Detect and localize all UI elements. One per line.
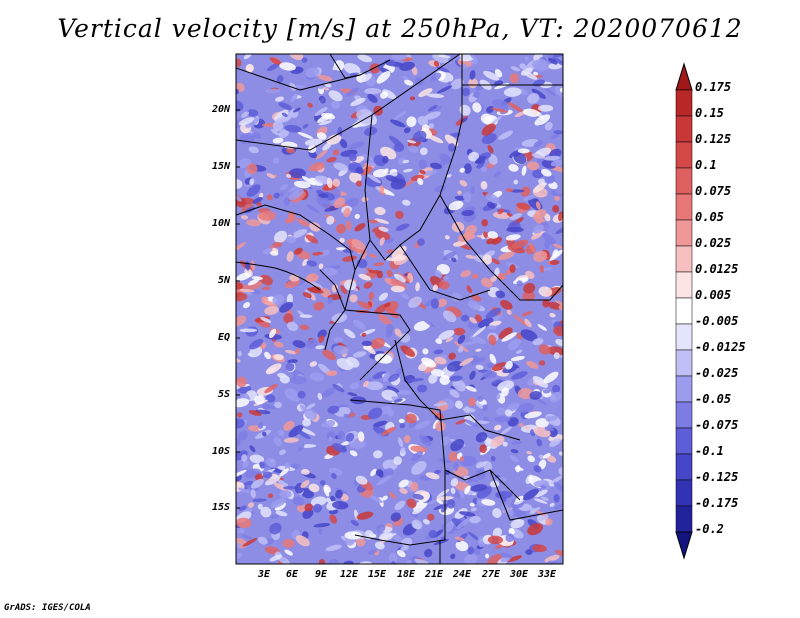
- colorbar-swatch: [675, 427, 693, 455]
- colorbar-label: -0.175: [695, 496, 739, 510]
- colorbar-label: 0.025: [695, 236, 732, 250]
- country-borders: [236, 54, 563, 564]
- colorbar-label: -0.025: [695, 366, 739, 380]
- colorbar-label: 0.0125: [695, 262, 739, 276]
- lon-label: 21E: [424, 569, 444, 580]
- lon-label: 12E: [339, 569, 359, 580]
- colorbar-arrow-top: [675, 62, 693, 91]
- colorbar-swatch: [675, 349, 693, 377]
- lon-label: 24E: [452, 569, 472, 580]
- lat-label: 10S: [211, 446, 230, 457]
- colorbar-label: 0.075: [695, 184, 732, 198]
- lon-label: 18E: [396, 569, 416, 580]
- colorbar-label: 0.125: [695, 132, 732, 146]
- colorbar-label: -0.2: [695, 522, 724, 536]
- axis-ticks: [236, 109, 240, 509]
- colorbar-swatch: [675, 453, 693, 481]
- lat-label: 5N: [217, 275, 230, 286]
- colorbar-label: 0.05: [695, 210, 724, 224]
- colorbar-swatch: [675, 271, 693, 299]
- colorbar-swatch: [675, 479, 693, 507]
- lon-label: 33E: [537, 569, 557, 580]
- lon-label: 30E: [509, 569, 529, 580]
- colorbar-label: -0.005: [695, 314, 739, 328]
- colorbar-label: 0.005: [695, 288, 732, 302]
- colorbar-label: 0.175: [695, 80, 732, 94]
- lon-label: 15E: [367, 569, 387, 580]
- colorbar-label: -0.075: [695, 418, 739, 432]
- lat-label: 20N: [211, 104, 230, 115]
- colorbar-label: 0.15: [695, 106, 724, 120]
- lat-label: 15N: [211, 161, 230, 172]
- colorbar-swatch: [675, 167, 693, 195]
- colorbar-label: 0.1: [695, 158, 717, 172]
- colorbar: [675, 62, 693, 560]
- colorbar-swatch: [675, 505, 693, 533]
- velocity-texture: [236, 54, 563, 564]
- credit-label: GrADS: IGES/COLA: [4, 603, 91, 613]
- lon-label: 9E: [314, 569, 328, 580]
- lat-label: 5S: [217, 389, 230, 400]
- colorbar-arrow-bottom: [675, 531, 693, 560]
- lon-label: 6E: [285, 569, 299, 580]
- colorbar-swatch: [675, 193, 693, 221]
- lon-label: 27E: [481, 569, 501, 580]
- colorbar-swatch: [675, 401, 693, 429]
- colorbar-label: -0.125: [695, 470, 739, 484]
- lat-label: 10N: [211, 218, 230, 229]
- map-frame: [235, 53, 564, 565]
- colorbar-swatch: [675, 219, 693, 247]
- colorbar-label: -0.0125: [695, 340, 746, 354]
- chart-title: Vertical velocity [m/s] at 250hPa, VT: 2…: [57, 14, 743, 43]
- colorbar-label: -0.1: [695, 444, 724, 458]
- colorbar-swatch: [675, 89, 693, 117]
- colorbar-swatch: [675, 115, 693, 143]
- lon-label: 3E: [257, 569, 271, 580]
- colorbar-swatch: [675, 297, 693, 325]
- colorbar-swatch: [675, 375, 693, 403]
- colorbar-swatch: [675, 141, 693, 169]
- colorbar-swatch: [675, 323, 693, 351]
- colorbar-swatch: [675, 245, 693, 273]
- lat-label: EQ: [217, 332, 230, 343]
- lat-label: 15S: [211, 502, 230, 513]
- colorbar-label: -0.05: [695, 392, 732, 406]
